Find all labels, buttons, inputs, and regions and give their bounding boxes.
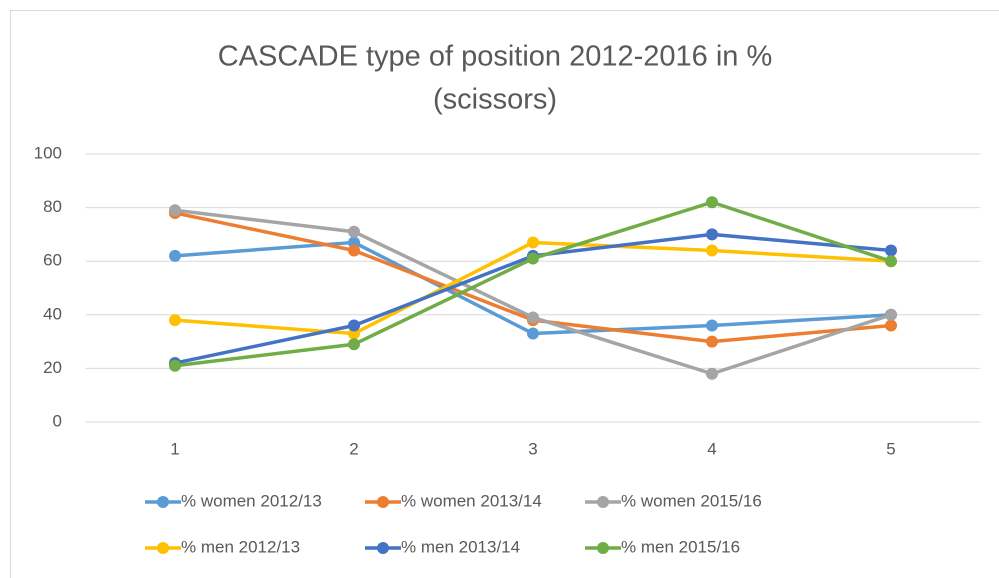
data-point [706, 228, 718, 241]
data-point [169, 249, 181, 262]
legend-marker [377, 496, 389, 508]
x-tick-label: 5 [886, 439, 895, 458]
data-point [169, 314, 181, 327]
x-tick-label: 4 [707, 439, 716, 458]
legend-marker [157, 496, 169, 508]
data-point [169, 359, 181, 372]
y-tick-label: 80 [43, 197, 62, 216]
data-point [527, 327, 539, 340]
y-tick-label: 40 [43, 304, 62, 323]
data-point [527, 311, 539, 324]
data-point [706, 367, 718, 380]
data-point [527, 252, 539, 265]
legend-marker [157, 542, 169, 554]
data-point [706, 196, 718, 209]
data-point [885, 255, 897, 268]
legend-marker [597, 496, 609, 508]
data-point [885, 308, 897, 321]
legend-label: % men 2015/16 [621, 537, 740, 556]
y-tick-label: 0 [53, 411, 62, 430]
y-tick-label: 20 [43, 358, 62, 377]
legend-label: % women 2012/13 [181, 491, 322, 510]
legend-marker [377, 542, 389, 554]
data-point [348, 319, 360, 332]
data-point [706, 335, 718, 348]
data-point [169, 204, 181, 217]
legend-label: % women 2015/16 [621, 491, 762, 510]
legend-label: % men 2012/13 [181, 537, 300, 556]
data-point [706, 319, 718, 332]
legend-label: % women 2013/14 [401, 491, 542, 510]
data-point [885, 319, 897, 332]
chart-subtitle: (scissors) [433, 84, 557, 116]
data-point [527, 236, 539, 249]
y-tick-label: 100 [34, 143, 62, 162]
chart-title: CASCADE type of position 2012-2016 in % [218, 41, 773, 73]
data-point [706, 244, 718, 257]
x-tick-label: 1 [170, 439, 179, 458]
legend-label: % men 2013/14 [401, 537, 520, 556]
chart-frame [10, 10, 999, 578]
data-point [348, 338, 360, 351]
x-tick-label: 3 [528, 439, 537, 458]
data-point [348, 244, 360, 257]
y-tick-label: 60 [43, 251, 62, 270]
x-tick-label: 2 [349, 439, 358, 458]
legend-marker [597, 542, 609, 554]
data-point [348, 225, 360, 238]
data-point [885, 244, 897, 257]
